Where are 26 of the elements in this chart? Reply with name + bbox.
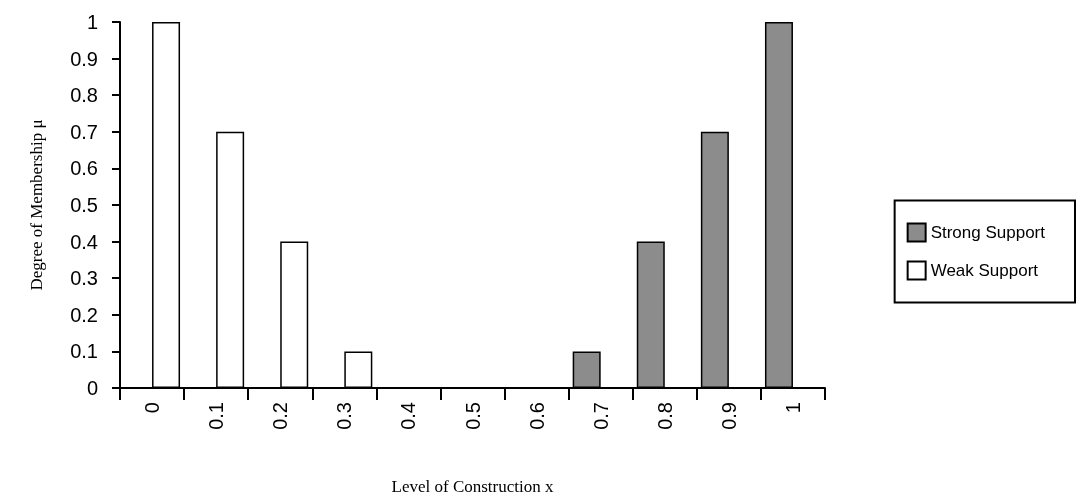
y-tick-label: 0.7 [70, 120, 98, 143]
x-tick-label: 0.4 [397, 402, 420, 430]
x-tick-label: 0.8 [653, 402, 676, 430]
legend-label: Weak Support [930, 261, 1039, 280]
x-tick-label: 0 [141, 402, 164, 414]
y-tick-label: 0.9 [70, 47, 98, 70]
x-tick-label: 0.1 [205, 402, 228, 430]
y-axis-title: Degree of Membership μ [27, 119, 46, 291]
y-tick-label: 0 [86, 377, 98, 399]
legend-label: Strong Support [930, 223, 1046, 242]
y-tick-label: 0.8 [70, 84, 98, 107]
x-tick-label: 0.6 [525, 402, 548, 430]
y-tick-label: 0.2 [70, 303, 98, 326]
y-tick-label: 1 [86, 11, 98, 33]
x-tick-label: 0.7 [589, 402, 612, 430]
x-tick-label: 0.5 [461, 402, 484, 430]
y-tick-label: 0.4 [70, 230, 98, 253]
y-tick-label: 0.1 [70, 340, 98, 363]
x-tick-label: 0.2 [269, 402, 292, 430]
x-tick-label: 1 [781, 402, 804, 414]
x-axis-title: Level of Construction x [391, 477, 554, 496]
x-tick-label: 0.9 [717, 402, 740, 430]
y-tick-label: 0.3 [70, 267, 98, 290]
x-tick-label: 0.3 [333, 402, 356, 430]
y-tick-label: 0.5 [70, 194, 98, 216]
y-tick-label: 0.6 [70, 157, 98, 180]
